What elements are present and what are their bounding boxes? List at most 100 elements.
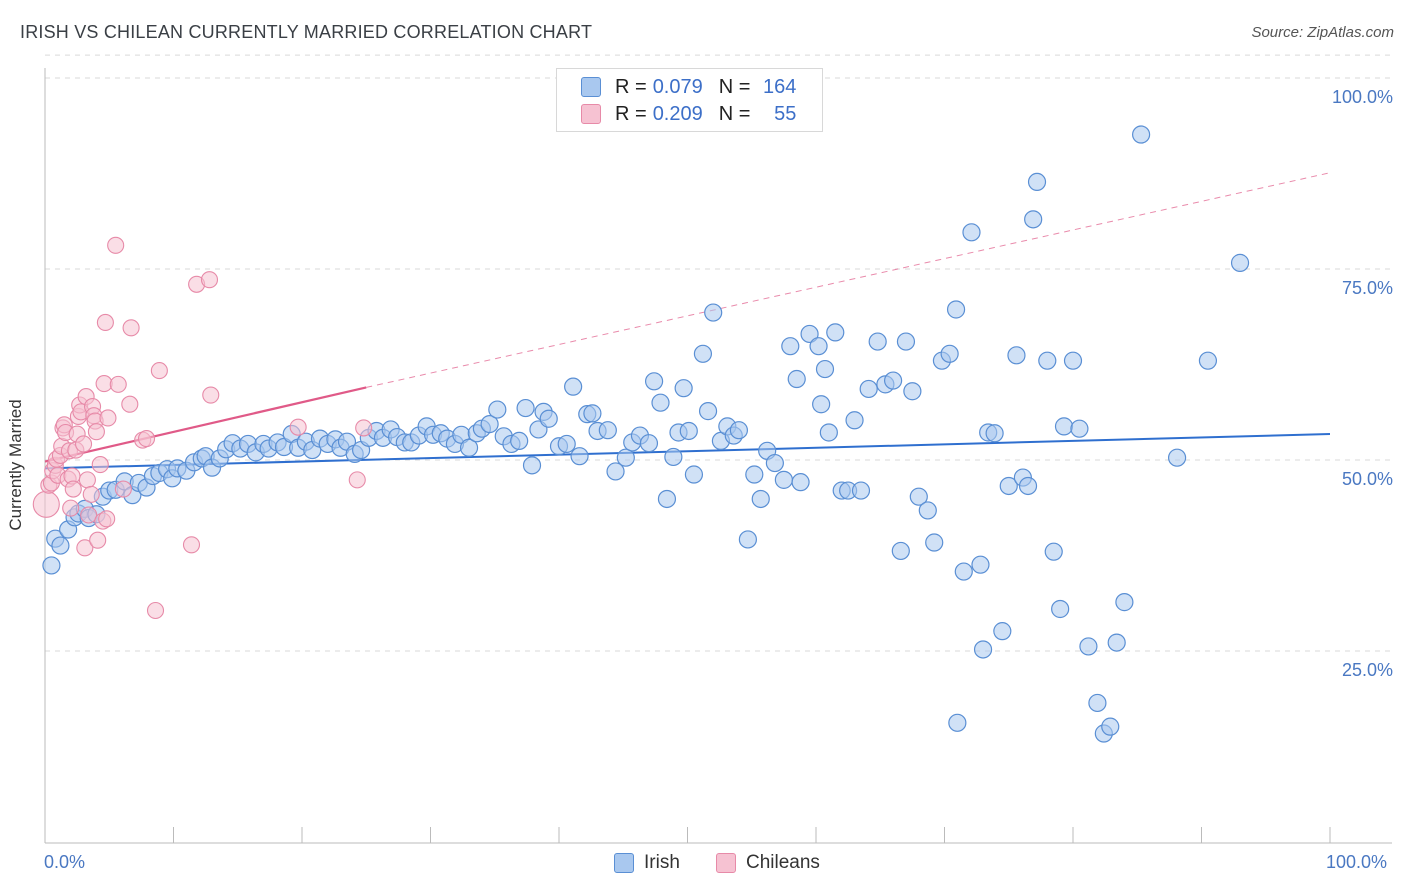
legend-row-irish: R = 0.079 N = 164 (581, 74, 796, 100)
irish-point (896, 332, 916, 351)
chilean-trend-extension (366, 172, 1331, 388)
chilean-point (99, 409, 117, 427)
irish-point (826, 323, 845, 342)
irish-point (925, 533, 944, 552)
y-tick-label: 25.0% (1342, 660, 1393, 680)
chilean-point (289, 418, 307, 436)
x-tick-label-max: 100.0% (1326, 852, 1388, 872)
stats-legend: R = 0.079 N = 164 R = 0.209 N = 55 (556, 68, 823, 132)
irish-point (616, 448, 635, 467)
irish-swatch (581, 77, 601, 97)
irish-point (918, 501, 937, 520)
irish-point (480, 414, 499, 434)
irish-point (1063, 351, 1083, 370)
chilean-point (89, 531, 107, 549)
chilean-point (62, 499, 80, 517)
irish-point (557, 434, 576, 454)
legend-item-chileans: Chileans (716, 852, 820, 874)
irish-point (729, 421, 749, 440)
x-tick-label-min: 0.0% (44, 852, 86, 872)
irish-points (42, 125, 1250, 743)
irish-point (774, 470, 793, 489)
legend-irish-label: Irish (644, 852, 680, 873)
irish-point (510, 431, 529, 450)
irish-point (516, 398, 535, 418)
irish-point (815, 359, 835, 379)
irish-point (809, 337, 828, 356)
irish-trend-line (44, 433, 1331, 470)
irish-point (598, 421, 617, 440)
legend-n-label: N = (718, 75, 751, 98)
irish-point (679, 421, 698, 441)
irish-point (940, 344, 959, 363)
chilean-swatch (716, 853, 736, 873)
irish-point (1027, 172, 1047, 192)
chilean-point (202, 386, 220, 404)
legend-r-value: 0.209 (652, 102, 703, 125)
legend-item-irish: Irish (614, 852, 680, 874)
chilean-point (137, 430, 156, 448)
irish-point (698, 402, 718, 421)
irish-point (891, 541, 910, 561)
irish-point (999, 476, 1018, 496)
irish-point (787, 369, 806, 389)
irish-point (1051, 599, 1070, 619)
irish-point (1038, 351, 1057, 370)
y-tick-label: 100.0% (1332, 87, 1393, 107)
irish-point (684, 465, 704, 484)
irish-point (539, 409, 558, 428)
chilean-point (96, 313, 114, 332)
legend-r-value: 0.079 (652, 75, 703, 98)
irish-point (781, 337, 800, 356)
irish-point (583, 404, 602, 423)
irish-point (644, 372, 664, 391)
irish-point (909, 487, 928, 506)
irish-point (819, 423, 838, 442)
y-tick-label: 75.0% (1342, 278, 1393, 298)
chart-title: IRISH VS CHILEAN CURRENTLY MARRIED CORRE… (20, 22, 593, 42)
irish-point (985, 424, 1004, 443)
irish-point (812, 395, 831, 414)
irish-point (971, 555, 990, 574)
irish-point (606, 462, 625, 481)
irish-point (1167, 448, 1187, 467)
chilean-point (114, 480, 132, 498)
irish-point (954, 562, 973, 581)
y-tick-labels: 25.0% 50.0% 75.0% 100.0% (1332, 87, 1393, 680)
trend-lines (44, 172, 1331, 470)
irish-point (973, 640, 993, 659)
legend-r-label: R = (615, 102, 647, 125)
series-legend: Irish Chileans (0, 852, 1406, 878)
irish-point (1115, 593, 1134, 612)
irish-point (674, 379, 693, 398)
irish-point (488, 400, 507, 419)
legend-n-value: 55 (774, 102, 797, 125)
irish-point (800, 324, 819, 344)
irish-point (1054, 417, 1074, 436)
irish-point (522, 456, 542, 475)
irish-point (868, 332, 887, 351)
irish-point (946, 300, 966, 319)
irish-point (651, 393, 670, 412)
chilean-points (32, 236, 373, 620)
y-tick-label: 50.0% (1342, 469, 1393, 489)
irish-point (1088, 693, 1107, 713)
irish-point (948, 713, 967, 732)
irish-point (765, 453, 784, 473)
irish-swatch (614, 853, 634, 873)
irish-point (993, 622, 1012, 641)
chilean-point (355, 419, 373, 437)
irish-point (42, 556, 61, 575)
irish-point (1018, 476, 1038, 496)
irish-point (657, 489, 677, 509)
irish-point (883, 371, 903, 390)
chilean-point (75, 435, 93, 453)
axes (44, 68, 1392, 844)
legend-chileans-label: Chileans (746, 852, 820, 873)
irish-point (1079, 637, 1098, 656)
irish-point (751, 489, 770, 509)
irish-point (851, 481, 871, 500)
chilean-swatch (581, 104, 601, 124)
irish-point (1024, 210, 1043, 229)
